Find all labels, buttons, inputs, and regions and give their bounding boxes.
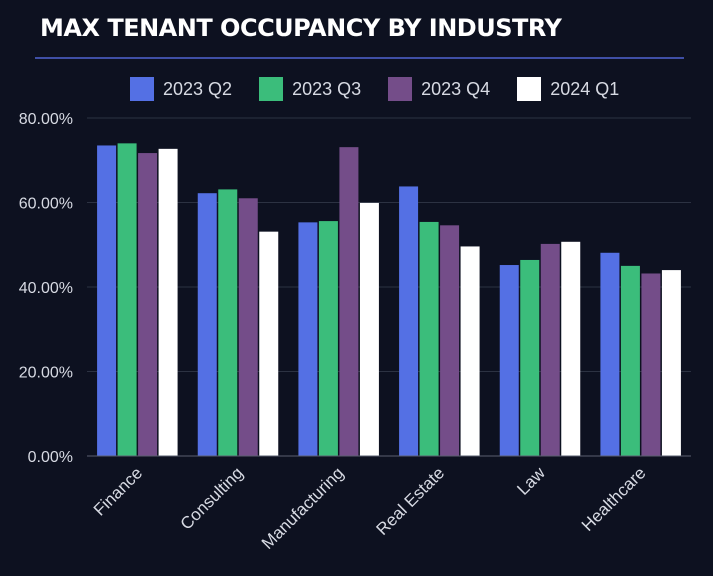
bar xyxy=(238,198,258,456)
y-tick-label: 20.00% xyxy=(19,365,73,382)
legend-label: 2023 Q4 xyxy=(421,78,491,99)
bar xyxy=(399,186,419,456)
bar xyxy=(460,246,480,456)
legend-item-2023-q4[interactable]: 2023 Q4 xyxy=(388,77,490,101)
bar xyxy=(540,243,560,456)
bar xyxy=(259,231,279,456)
bar xyxy=(359,202,379,456)
bar xyxy=(620,265,640,456)
title-divider xyxy=(35,57,684,59)
bar xyxy=(117,143,137,456)
x-tick-label: Consulting xyxy=(177,463,247,533)
bar xyxy=(138,153,158,456)
bar xyxy=(218,189,238,456)
legend-swatch xyxy=(388,77,413,101)
legend-label: 2023 Q3 xyxy=(292,78,362,99)
bar xyxy=(339,147,359,456)
bar xyxy=(158,148,178,456)
legend-item-2024-q1[interactable]: 2024 Q1 xyxy=(517,77,619,101)
bar xyxy=(661,270,681,456)
legend-label: 2023 Q2 xyxy=(163,78,233,99)
legend-item-2023-q3[interactable]: 2023 Q3 xyxy=(259,77,361,101)
legend-label: 2024 Q1 xyxy=(550,78,620,99)
x-tick-label: Finance xyxy=(90,463,146,519)
bar xyxy=(97,145,117,456)
y-tick-label: 60.00% xyxy=(19,196,73,213)
x-tick-label: Manufacturing xyxy=(258,463,348,553)
bar xyxy=(561,241,581,456)
y-tick-label: 0.00% xyxy=(28,449,73,466)
legend-swatch xyxy=(517,77,542,101)
bar xyxy=(298,222,318,456)
bar xyxy=(499,265,519,456)
x-tick-label: Law xyxy=(513,463,549,499)
bar xyxy=(440,225,460,456)
bar xyxy=(197,193,217,456)
legend-swatch xyxy=(259,77,284,101)
bar xyxy=(641,273,661,456)
bar xyxy=(419,221,439,456)
y-tick-label: 40.00% xyxy=(19,280,73,297)
chart-title: MAX TENANT OCCUPANCY BY INDUSTRY xyxy=(40,14,562,42)
y-tick-label: 80.00% xyxy=(19,111,73,128)
x-tick-label: Healthcare xyxy=(578,463,650,535)
bar xyxy=(600,252,620,456)
legend-item-2023-q2[interactable]: 2023 Q2 xyxy=(130,77,232,101)
chart-legend: 2023 Q2 2023 Q3 2023 Q4 2024 Q1 xyxy=(130,76,646,102)
bar xyxy=(318,221,338,456)
bar xyxy=(520,259,540,456)
legend-swatch xyxy=(130,77,154,101)
x-tick-label: Real Estate xyxy=(373,463,449,539)
